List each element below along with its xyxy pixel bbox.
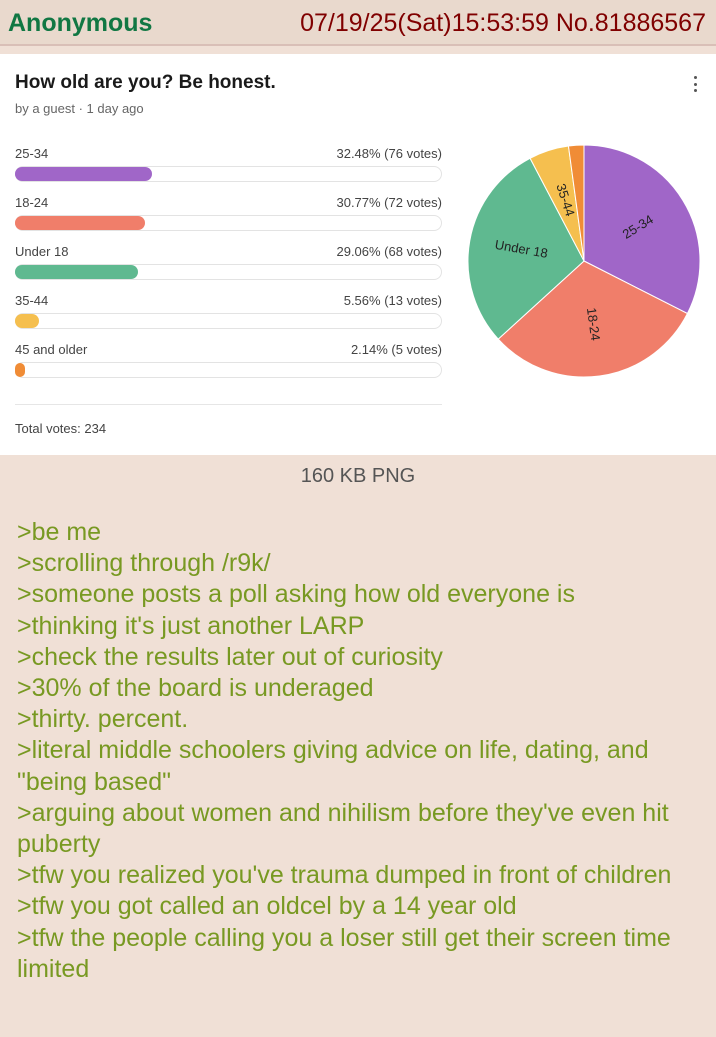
greentext-line: >thinking it's just another LARP	[17, 611, 365, 640]
option-bar-track	[15, 362, 442, 378]
greentext-line: >someone posts a poll asking how old eve…	[17, 580, 575, 609]
file-info[interactable]: 160 KB PNG	[300, 465, 416, 487]
option-stat: 5.56% (13 votes)	[343, 293, 442, 308]
more-options-icon[interactable]	[688, 74, 702, 94]
poll-title: How old are you? Be honest.	[15, 72, 276, 93]
option-stat: 32.48% (76 votes)	[336, 146, 442, 161]
post-info: 07/19/25(Sat)15:53:59 No.81886567	[300, 9, 706, 38]
pie-slice	[583, 144, 701, 315]
option-bar-fill	[15, 314, 39, 328]
poll-option: 18-24 30.77% (72 votes)	[15, 195, 442, 235]
option-stat: 2.14% (5 votes)	[350, 342, 442, 357]
greentext-line: >tfw you realized you've trauma dumped i…	[17, 861, 672, 890]
option-label: Under 18	[15, 244, 69, 259]
greentext-line: >tfw the people calling you a loser stil…	[17, 923, 671, 983]
option-label: 35-44	[15, 293, 49, 308]
poll-option: 25-34 32.48% (76 votes)	[15, 146, 442, 186]
greentext-line: >check the results later out of curiosit…	[17, 642, 443, 671]
poll-meta: by a guest · 1 day ago	[15, 101, 144, 116]
pie-slice-label: 18-24	[584, 307, 603, 342]
greentext-line: >arguing about women and nihilism before…	[17, 798, 669, 859]
pie-slice	[567, 144, 585, 262]
option-bar-fill	[15, 363, 25, 377]
greentext-line: >30% of the board is underaged	[17, 674, 374, 703]
poll-option: 35-44 5.56% (13 votes)	[15, 293, 442, 333]
poster-name: Anonymous	[8, 9, 153, 37]
option-bar-fill	[15, 167, 152, 181]
post-header: Anonymous 07/19/25(Sat)15:53:59 No.81886…	[0, 0, 716, 46]
post-datetime: 07/19/25(Sat)15:53:59	[300, 9, 549, 37]
post-body: >be me >scrolling through /r9k/>someone p…	[17, 517, 707, 985]
poll-divider	[15, 404, 442, 405]
greentext-line: >thirty. percent.	[17, 705, 189, 734]
option-bar-fill	[15, 265, 138, 279]
poll-option: 45 and older 2.14% (5 votes)	[15, 342, 442, 382]
poll-option: Under 18 29.06% (68 votes)	[15, 244, 442, 284]
option-bar-track	[15, 313, 442, 329]
option-label: 45 and older	[15, 342, 88, 357]
pie-slice	[497, 260, 689, 378]
option-bar-fill	[15, 216, 145, 230]
greentext-line: >tfw you got called an oldcel by a 14 ye…	[17, 892, 517, 921]
poll-card: How old are you? Be honest. by a guest ·…	[0, 54, 716, 455]
option-stat: 30.77% (72 votes)	[336, 195, 442, 210]
option-stat: 29.06% (68 votes)	[336, 244, 442, 259]
greentext-line: >be me	[17, 518, 102, 546]
poll-total: Total votes: 234	[15, 421, 107, 436]
post-number[interactable]: No.81886567	[555, 9, 706, 37]
option-label: 18-24	[15, 195, 49, 210]
option-label: 25-34	[15, 146, 49, 161]
pie-slice	[467, 157, 585, 340]
greentext-line: >literal middle schoolers giving advice …	[17, 736, 649, 796]
greentext-line: >scrolling through /r9k/	[17, 549, 271, 578]
